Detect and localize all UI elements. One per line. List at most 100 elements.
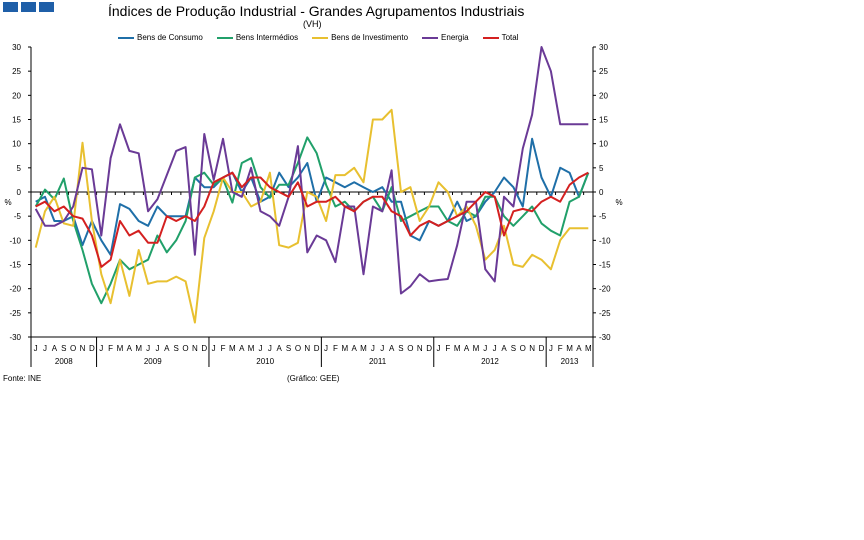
x-month-label: M [229,344,236,353]
x-month-label: O [295,344,301,353]
legend-swatch [422,36,439,39]
y-tick-label-right: 10 [599,140,608,149]
legend-item: Total [482,33,519,42]
y-tick-label-right: 30 [599,43,608,52]
x-year-label: 2009 [144,357,162,366]
x-month-label: F [221,344,226,353]
x-month-label: O [182,344,188,353]
x-month-label: D [314,344,320,353]
x-year-label: 2011 [369,357,387,366]
x-month-label: A [239,344,245,353]
x-month-label: S [61,344,66,353]
x-month-label: A [127,344,133,353]
y-tick-label-right: -5 [599,212,607,221]
x-month-label: O [70,344,76,353]
x-month-label: M [473,344,480,353]
x-month-label: M [248,344,255,353]
logo-square [21,2,36,12]
y-tick-label-left: -25 [9,309,21,318]
y-tick-label-right: -30 [599,333,611,342]
y-tick-label-left: -10 [9,236,21,245]
legend-label: Bens de Investimento [331,33,409,42]
legend-swatch [312,36,329,39]
y-tick-label-left: -15 [9,261,21,270]
y-tick-label-left: 10 [12,140,21,149]
legend-item: Bens de Investimento [312,33,408,42]
x-month-label: J [483,344,487,353]
x-month-label: F [108,344,113,353]
y-tick-label-right: 15 [599,116,608,125]
y-tick-label-left: 0 [17,188,22,197]
x-month-label: M [341,344,348,353]
legend-label: Total [501,33,519,42]
x-month-label: N [80,344,86,353]
y-axis-title-right: % [615,198,622,207]
x-month-label: M [135,344,142,353]
x-month-label: M [360,344,367,353]
series-line [34,108,589,324]
x-month-label: A [277,344,283,353]
y-tick-label-left: 15 [12,116,21,125]
y-tick-label-right: 20 [599,91,608,100]
y-tick-label-right: 0 [599,188,604,197]
x-month-label: A [464,344,470,353]
x-month-label: A [351,344,357,353]
x-month-label: J [146,344,150,353]
x-month-label: N [304,344,310,353]
x-month-label: J [43,344,47,353]
y-tick-label-left: 5 [17,164,22,173]
x-month-label: M [454,344,461,353]
x-month-label: O [407,344,413,353]
x-month-label: M [585,344,592,353]
x-month-label: A [164,344,170,353]
x-month-label: A [52,344,58,353]
y-tick-label-right: -15 [599,261,611,270]
legend-swatch [482,36,499,39]
y-tick-label-left: -5 [14,212,22,221]
series-line [34,46,589,295]
x-month-label: J [324,344,328,353]
y-tick-label-left: 20 [12,91,21,100]
series-line [35,171,589,268]
legend-label: Bens de Consumo [137,33,203,42]
x-month-label: J [34,344,38,353]
series-line [34,136,590,305]
x-year-label: 2013 [561,357,579,366]
y-tick-label-right: 25 [599,67,608,76]
x-month-label: M [117,344,124,353]
y-tick-label-right: -20 [599,285,611,294]
logo-square [39,2,54,12]
logo [3,2,54,12]
y-tick-label-left: -30 [9,333,21,342]
x-year-label: 2012 [481,357,499,366]
source-note: Fonte: INE [3,374,42,383]
x-year-label: 2010 [256,357,274,366]
x-month-label: F [558,344,563,353]
legend-swatch [118,36,134,39]
x-month-label: D [539,344,545,353]
x-month-label: J [493,344,497,353]
chart-subtitle: (VH) [303,19,322,29]
x-month-label: A [576,344,582,353]
y-tick-label-right: -10 [599,236,611,245]
x-month-label: J [549,344,553,353]
x-month-label: A [501,344,507,353]
x-month-label: S [286,344,291,353]
x-month-label: F [445,344,450,353]
x-month-label: S [174,344,179,353]
x-month-label: D [201,344,207,353]
y-tick-label-left: 25 [12,67,21,76]
legend-item: Bens Intermédios [216,33,299,42]
x-month-label: N [417,344,423,353]
logo-square [3,2,18,12]
x-month-label: N [529,344,535,353]
x-month-label: J [212,344,216,353]
y-tick-label-right: 5 [599,164,604,173]
legend-label: Bens Intermédios [235,33,299,42]
legend-swatch [216,36,233,39]
x-month-label: J [155,344,159,353]
series-line [35,137,590,256]
x-month-label: J [99,344,103,353]
y-tick-label-left: 30 [12,43,21,52]
